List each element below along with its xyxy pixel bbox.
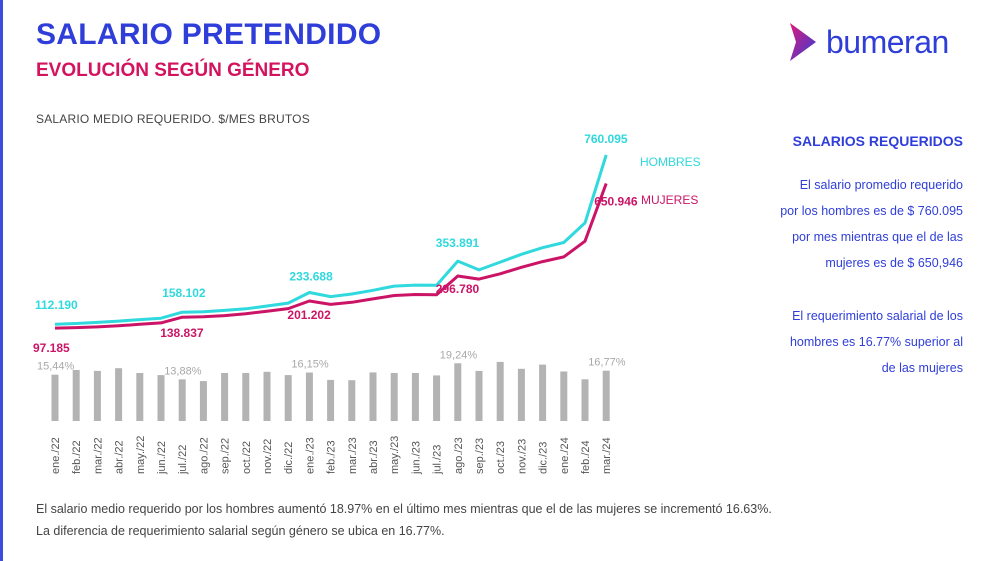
gap-bar	[433, 375, 441, 421]
gap-bar	[496, 361, 504, 421]
footer-line-1: El salario medio requerido por los hombr…	[36, 502, 772, 516]
page-subtitle: EVOLUCIÓN SEGÚN GÉNERO	[36, 60, 310, 81]
legend-hombres: HOMBRES	[640, 155, 701, 169]
gap-bar	[199, 381, 207, 421]
gap-bar	[242, 373, 250, 421]
x-tick-label: nov./22	[262, 439, 274, 474]
gap-bar-label: 16,15%	[291, 359, 329, 371]
side-text-line: de las mujeres	[881, 361, 963, 375]
gap-bar-label: 16,77%	[588, 357, 626, 369]
gap-bar	[348, 380, 356, 421]
gap-bar	[305, 372, 313, 421]
side-panel-title: SALARIOS REQUERIDOS	[792, 133, 963, 149]
hombres-data-label: 233.688	[289, 269, 333, 283]
x-tick-label: sep./22	[220, 438, 232, 474]
chart-caption: SALARIO MEDIO REQUERIDO. $/MES BRUTOS	[36, 112, 310, 126]
bumeran-chevron-icon	[790, 23, 816, 61]
hombres-data-label: 158.102	[162, 286, 206, 300]
x-tick-label: feb./24	[580, 440, 592, 474]
gap-bar	[390, 373, 398, 421]
x-tick-label: ene./22	[50, 437, 62, 474]
bumeran-logo: bumeran	[786, 20, 949, 64]
side-paragraph-1: El salario promedio requerido por los ho…	[720, 172, 963, 276]
gap-bar	[581, 379, 589, 421]
x-tick-label: oct./22	[241, 441, 253, 474]
x-tick-label: nov./23	[516, 439, 528, 474]
x-tick-label: jun./22	[156, 441, 168, 475]
gap-bar	[602, 370, 610, 421]
gap-bar	[539, 364, 547, 421]
side-paragraph-2: El requerimiento salarial de los hombres…	[720, 303, 963, 381]
gap-bar-label: 15,44%	[37, 361, 75, 373]
x-tick-label: abr./22	[114, 440, 126, 474]
page-title: SALARIO PRETENDIDO	[36, 18, 382, 51]
gap-bar	[454, 363, 462, 421]
gap-bar	[72, 370, 80, 421]
x-tick-label: jun./23	[410, 441, 422, 475]
x-tick-label: mar./24	[601, 437, 613, 474]
gap-bar	[517, 368, 525, 421]
gap-bar	[157, 375, 165, 421]
x-tick-label: feb./22	[71, 440, 83, 474]
gap-bar	[369, 372, 377, 421]
left-accent-rule	[0, 0, 3, 561]
x-tick-label: abr./23	[368, 440, 380, 474]
mujeres-data-label: 97.185	[33, 341, 70, 355]
x-tick-label: may./23	[389, 436, 401, 474]
gap-bar	[51, 374, 59, 421]
side-text-line: por los hombres es de $ 760.095	[780, 204, 963, 218]
gap-bar-label: 19,24%	[440, 349, 478, 361]
x-tick-label: jul./23	[432, 445, 444, 475]
gap-bar	[263, 371, 271, 421]
gap-bar	[284, 375, 292, 421]
hombres-data-label: 112.190	[35, 298, 78, 312]
side-text-line: El salario promedio requerido	[799, 178, 963, 192]
gap-bar	[327, 379, 335, 421]
gap-bar	[475, 370, 483, 421]
gap-bar	[93, 370, 101, 421]
logo-wordmark: bumeran	[826, 23, 949, 60]
gap-bar	[411, 373, 419, 421]
mujeres-data-label: 201.202	[287, 308, 331, 322]
mujeres-data-label: 296.780	[436, 282, 480, 296]
gap-bar	[115, 368, 123, 421]
x-tick-label: ene./23	[304, 437, 316, 474]
x-tick-label: may./22	[135, 436, 147, 474]
gap-bar	[221, 373, 229, 421]
gap-bar	[178, 379, 186, 421]
side-text-line: El requerimiento salarial de los	[792, 309, 963, 323]
x-tick-label: dic./23	[538, 442, 550, 474]
x-tick-label: feb./23	[326, 440, 338, 474]
x-tick-label: ago./23	[453, 437, 465, 474]
gap-bar	[136, 373, 144, 421]
hombres-data-label: 760.095	[584, 132, 628, 146]
x-tick-label: mar./23	[347, 437, 359, 474]
side-text-line: hombres es 16.77% superior al	[789, 335, 963, 349]
x-tick-label: dic./22	[283, 442, 295, 474]
mujeres-data-label: 650.946	[594, 194, 638, 208]
gap-bar-label: 13,88%	[164, 365, 202, 377]
x-tick-label: ago./22	[198, 437, 210, 474]
mujeres-data-label: 138.837	[160, 326, 204, 340]
legend-mujeres: MUJERES	[641, 193, 698, 207]
side-text-line: por mes mientras que el de las	[792, 230, 963, 244]
footer-line-2: La diferencia de requerimiento salarial …	[36, 524, 445, 538]
x-tick-label: ene./24	[559, 437, 571, 474]
x-tick-label: jul./22	[177, 445, 189, 475]
side-text-line: mujeres es de $ 650,946	[825, 256, 963, 270]
x-tick-label: oct./23	[495, 441, 507, 474]
series-line-mujeres	[54, 182, 608, 330]
series-line-hombres	[54, 154, 608, 326]
gap-bar	[560, 371, 568, 421]
hombres-data-label: 353.891	[436, 236, 480, 250]
x-tick-label: mar./22	[92, 437, 104, 474]
x-tick-label: sep./23	[474, 438, 486, 474]
